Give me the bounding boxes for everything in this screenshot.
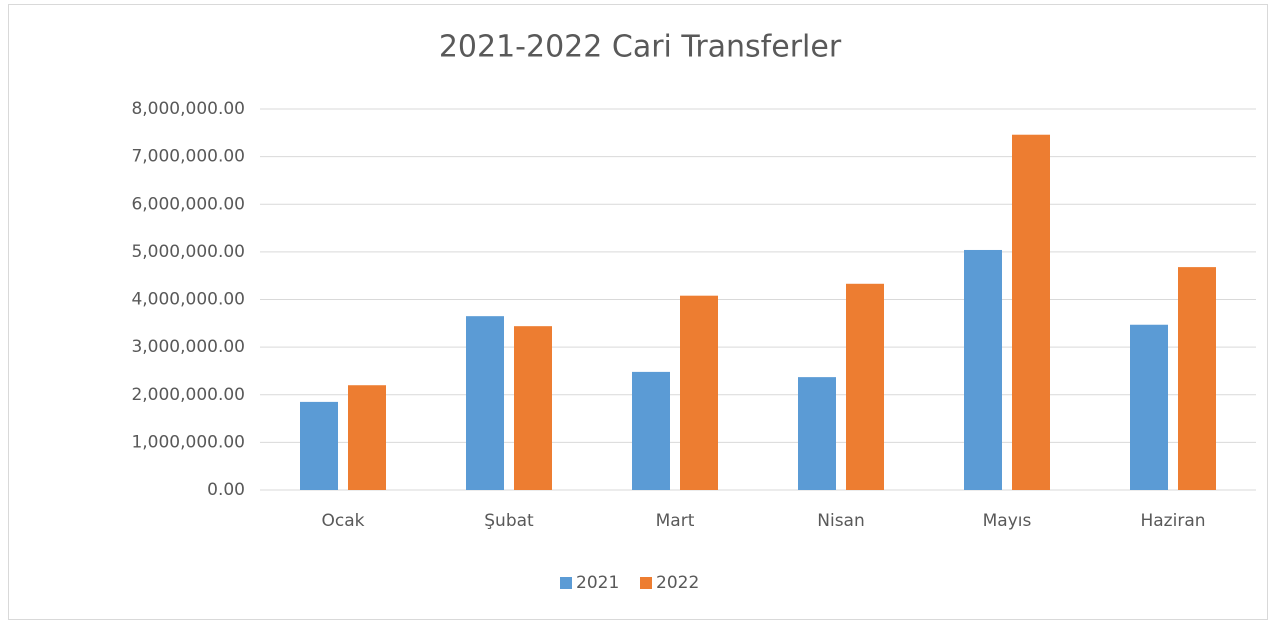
bar (964, 249, 1002, 490)
x-tick-label: Ocak (322, 511, 365, 531)
bar (680, 295, 718, 490)
legend-label: 2022 (656, 573, 699, 593)
y-tick-label: 7,000,000.00 (131, 147, 245, 167)
bar (348, 385, 386, 490)
legend-swatch (640, 577, 652, 589)
bar (466, 316, 504, 490)
y-tick-label: 2,000,000.00 (131, 385, 245, 405)
x-tick-label: Haziran (1140, 511, 1205, 531)
bar (1178, 267, 1216, 490)
bar (798, 377, 836, 490)
bar (846, 283, 884, 490)
bar (1130, 324, 1168, 490)
y-tick-label: 6,000,000.00 (131, 194, 245, 214)
y-tick-label: 5,000,000.00 (131, 242, 245, 262)
bar (632, 371, 670, 490)
y-tick-label: 4,000,000.00 (131, 290, 245, 310)
legend-label: 2021 (576, 573, 619, 593)
y-tick-label: 0.00 (207, 480, 245, 500)
y-tick-label: 8,000,000.00 (131, 99, 245, 119)
x-tick-label: Mart (656, 511, 695, 531)
bar (1012, 134, 1050, 490)
y-tick-label: 1,000,000.00 (131, 432, 245, 452)
bar (514, 326, 552, 490)
x-tick-label: Şubat (484, 511, 534, 531)
chart-title: 2021-2022 Cari Transferler (439, 30, 842, 65)
bar (300, 401, 338, 490)
legend-swatch (560, 577, 572, 589)
y-tick-label: 3,000,000.00 (131, 337, 245, 357)
x-tick-label: Nisan (817, 511, 865, 531)
chart-border (8, 4, 1268, 620)
x-tick-label: Mayıs (983, 511, 1032, 531)
